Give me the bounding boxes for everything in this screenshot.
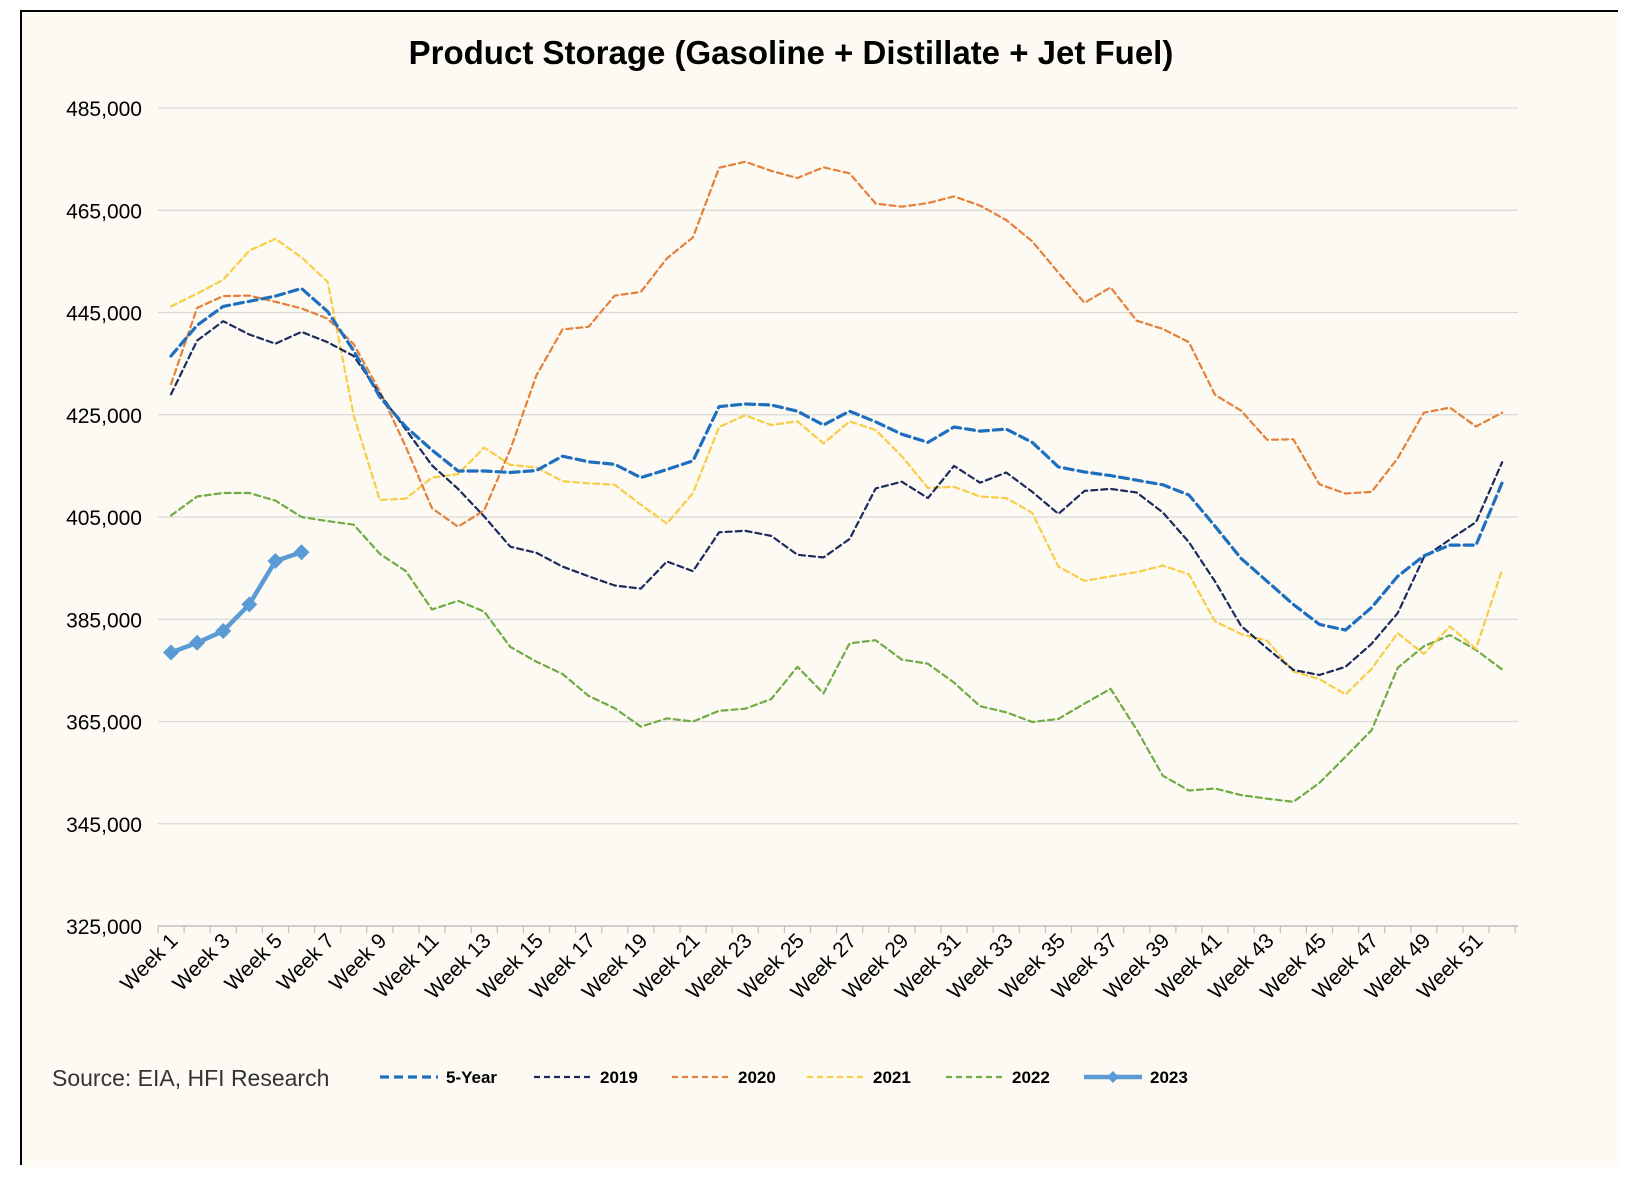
chart-title: Product Storage (Gasoline + Distillate +… [409, 34, 1174, 71]
data-point-2023 [163, 644, 179, 661]
y-axis: 325,000 345,000 365,000 385,000 405,000 425,0… [66, 98, 142, 939]
y-tick-label: 445,000 [66, 303, 142, 326]
x-axis [157, 925, 1518, 933]
gridlines [158, 107, 1518, 825]
series-lines [163, 160, 1504, 803]
y-tick-label: 425,000 [66, 405, 142, 428]
data-point-2023 [267, 552, 284, 569]
legend: 5-Year 2019 2020 2021 2022 2023 [380, 1068, 1188, 1087]
series-line-2022 [169, 491, 1504, 803]
y-tick-label: 365,000 [66, 712, 142, 735]
y-tick-label: 465,000 [66, 200, 142, 223]
legend-label-5-year: 5-Year [446, 1068, 497, 1087]
data-point-2023 [215, 623, 232, 640]
chart-frame: Product Storage (Gasoline + Distillate +… [20, 10, 1620, 1167]
legend-label-2019: 2019 [600, 1068, 638, 1087]
y-tick-label: 325,000 [66, 916, 142, 939]
series-line-5-year [169, 286, 1504, 632]
y-tick-label: 485,000 [66, 98, 142, 121]
series-line-2021 [169, 237, 1504, 696]
data-point-2023 [293, 544, 310, 561]
legend-marker-2023 [1107, 1071, 1119, 1083]
legend-label-2022: 2022 [1012, 1068, 1050, 1087]
data-point-2023 [189, 634, 206, 651]
plot-background [22, 12, 1620, 1167]
legend-label-2023: 2023 [1150, 1068, 1188, 1087]
series-line-2020 [169, 160, 1504, 528]
legend-label-2020: 2020 [738, 1068, 776, 1087]
chart-svg: Product Storage (Gasoline + Distillate +… [22, 12, 1620, 1167]
y-tick-label: 405,000 [66, 507, 142, 530]
y-tick-label: 385,000 [66, 609, 142, 632]
y-tick-label: 345,000 [66, 814, 142, 837]
legend-label-2021: 2021 [873, 1068, 911, 1087]
data-point-2023 [241, 596, 258, 613]
source-note: Source: EIA, HFI Research [52, 1065, 329, 1091]
